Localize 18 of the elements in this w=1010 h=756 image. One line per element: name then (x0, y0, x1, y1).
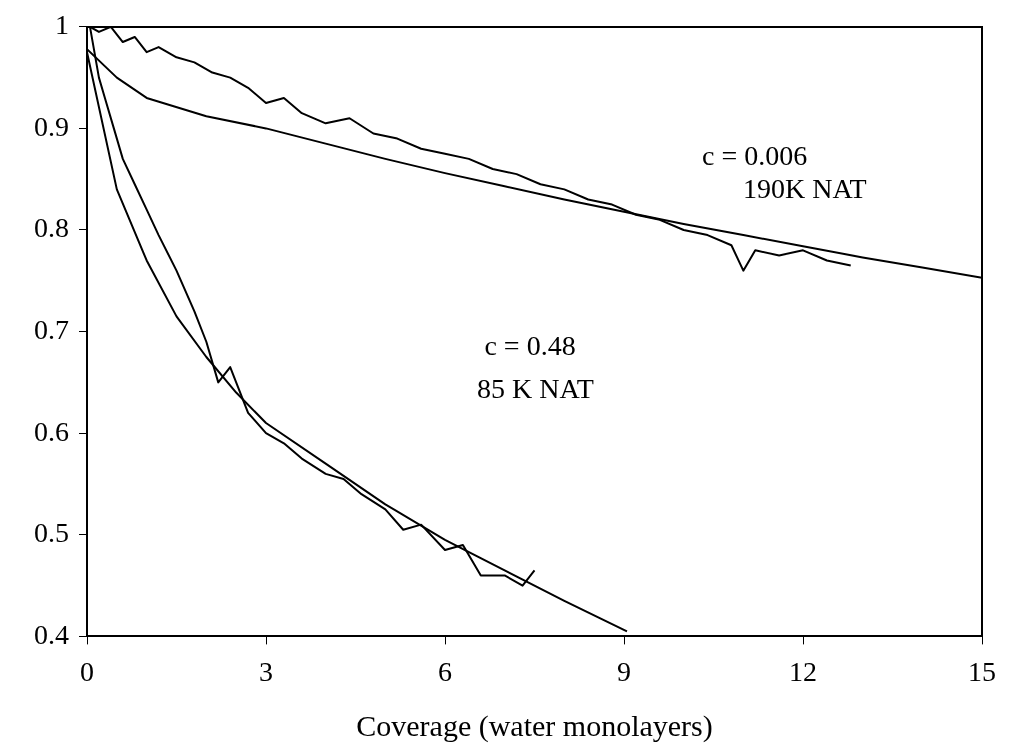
x-tick-label: 6 (438, 655, 452, 687)
y-tick-label: 0.9 (34, 110, 69, 142)
annotation: 190K NAT (742, 172, 867, 204)
y-tick-label: 1 (55, 9, 69, 41)
y-tick-label: 0.5 (34, 517, 69, 549)
annotation: c = 0.48 (484, 330, 576, 362)
y-tick-label: 0.7 (34, 313, 69, 345)
x-tick-label: 3 (259, 655, 273, 687)
y-tick-label: 0.8 (34, 212, 69, 244)
x-tick-label: 9 (617, 655, 631, 687)
annotation: 85 K NAT (477, 373, 594, 405)
x-tick-label: 12 (789, 655, 817, 687)
x-tick-label: 15 (968, 655, 996, 687)
annotation: c = 0.006 (702, 140, 808, 172)
y-tick-label: 0.6 (34, 415, 69, 447)
x-tick-label: 0 (80, 655, 94, 687)
y-tick-label: 0.4 (34, 618, 69, 650)
x-axis-title: Coverage (water monolayers) (356, 708, 713, 743)
